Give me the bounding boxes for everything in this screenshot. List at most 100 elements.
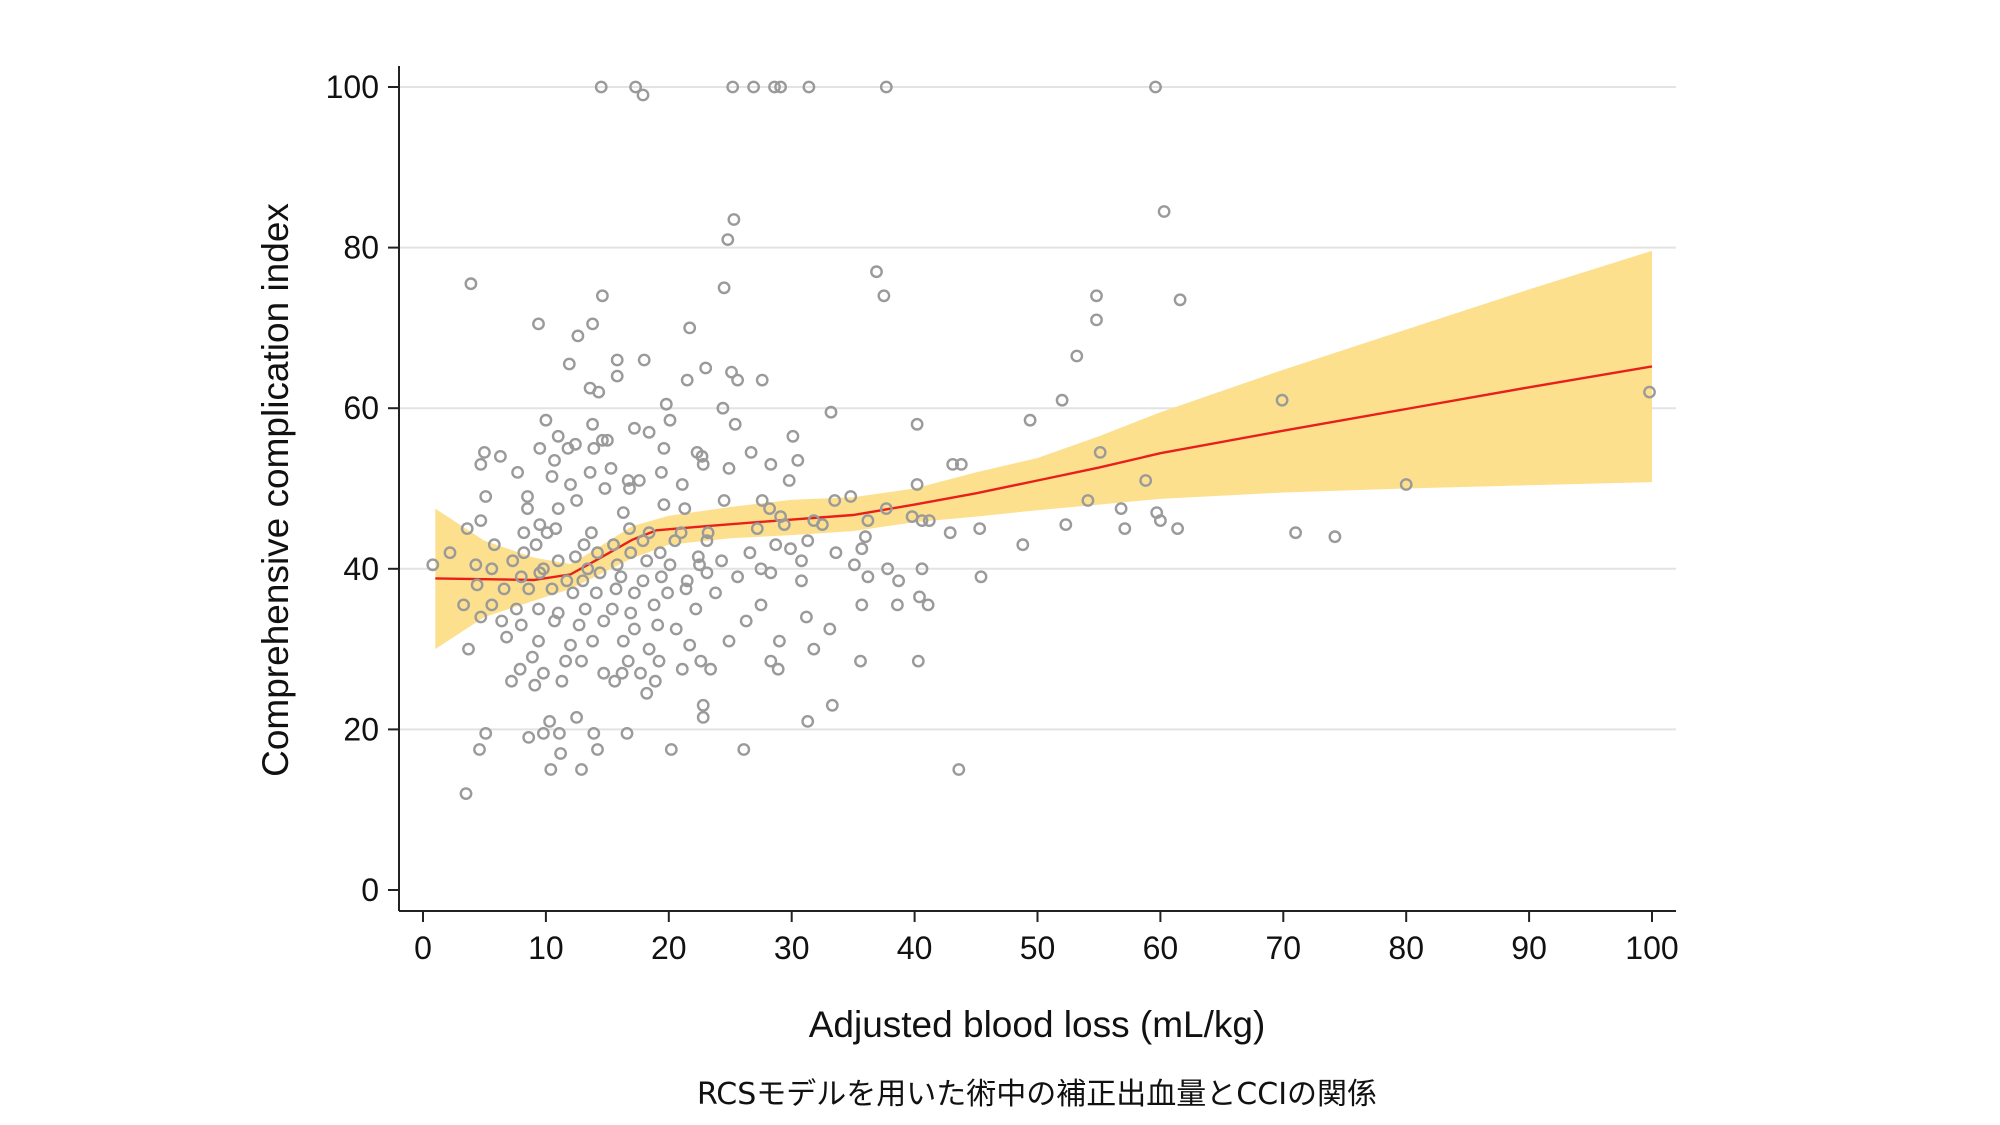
data-point [551,429,565,443]
data-point [621,654,635,668]
data-point [823,622,837,636]
data-point [755,373,769,387]
y-tick-label: 20 [343,711,379,747]
data-point [1173,293,1187,307]
data-point [592,385,606,399]
data-point [678,502,692,515]
data-point [560,574,574,588]
data-point [474,610,488,624]
x-tick-label: 50 [1020,930,1056,966]
data-point [578,602,592,616]
data-point [554,747,567,760]
data-point [764,457,778,471]
data-point [532,634,545,648]
data-point [679,582,693,596]
data-point [608,674,622,688]
data-point [861,514,875,527]
data-point [754,598,768,612]
data-point [598,482,612,495]
data-point [533,441,547,455]
data-point [459,787,473,800]
data-point [683,321,697,335]
data-point [545,582,559,596]
data-point [548,614,561,628]
data-point [551,554,565,568]
data-point [575,654,588,668]
data-point [513,662,527,676]
data-point [675,478,689,491]
x-tick-label: 80 [1388,930,1424,966]
fit-line-layer [435,365,1653,582]
data-point [744,445,758,459]
data-point [750,522,764,535]
data-point [591,546,604,560]
data-point [610,353,624,367]
data-point [583,465,597,479]
data-point [532,317,545,331]
data-point [655,570,668,584]
data-point [739,614,753,628]
data-point [591,743,604,756]
data-point [628,421,641,435]
data-point [537,666,550,680]
data-point [655,465,668,479]
data-point [921,598,935,612]
data-point [561,441,575,455]
data-point [816,518,829,531]
data-point [694,654,708,668]
x-axis-title: Adjusted blood loss (mL/kg) [809,1004,1266,1045]
data-point [716,401,730,415]
data-point [636,534,650,548]
data-point [1289,526,1303,540]
data-point [653,546,667,560]
data-point [607,538,620,552]
data-point [474,457,488,471]
data-point [510,602,523,616]
data-point [704,662,717,676]
data-point [717,494,731,507]
data-point [891,598,904,612]
data-point [725,365,738,379]
data-point [597,666,611,680]
data-point [755,494,769,507]
data-point [540,526,554,540]
data-point [497,582,511,596]
data-point [624,546,638,560]
data-point [695,449,709,463]
data-point [696,711,710,724]
x-tick-label: 20 [651,930,687,966]
data-point [555,674,569,688]
data-point [828,494,842,507]
data-point [529,538,543,552]
rcs-fit-line [435,365,1653,582]
data-point [477,445,491,459]
data-point [586,634,599,648]
data-point [505,674,518,688]
scatter-points [426,80,1656,800]
data-point [1016,538,1030,552]
data-point [801,715,815,728]
data-point [764,566,778,580]
data-point [1149,80,1162,94]
data-point [572,618,586,632]
ticks: 0 20 40 60 80 100 0 10 20 30 40 50 60 70 80 90 100 [326,69,1679,966]
data-point [517,526,531,540]
data-point [473,743,486,756]
data-point [597,614,611,628]
data-point [1275,393,1289,407]
data-point [774,80,787,94]
data-point [642,526,656,540]
data-point [601,433,614,447]
data-point [859,530,872,544]
data-point [700,534,714,548]
data-point [786,429,800,443]
data-point [616,506,630,519]
data-point [615,666,629,680]
data-point [521,502,534,515]
data-point [1399,478,1413,491]
data-point [877,289,891,303]
data-point [562,357,576,371]
data-point [522,731,536,744]
data-point [795,574,808,588]
